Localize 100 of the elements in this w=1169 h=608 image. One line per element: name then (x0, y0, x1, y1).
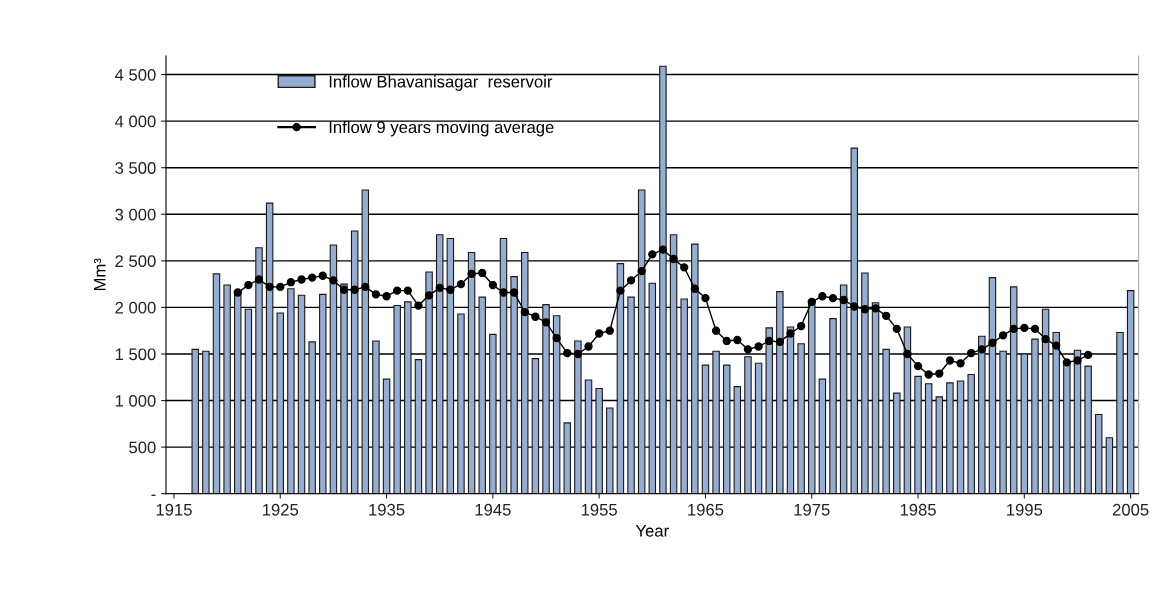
bar (893, 392, 901, 494)
bar (659, 65, 667, 494)
bar (499, 237, 508, 494)
bar (552, 315, 561, 494)
bar (956, 380, 965, 494)
bar (255, 247, 263, 494)
x-tick-label: 1945 (475, 503, 511, 516)
bar (850, 147, 859, 494)
bar (531, 358, 540, 494)
bar (627, 296, 635, 494)
legend-label: Inflow 9 years moving average (329, 120, 554, 137)
bar (1031, 338, 1039, 494)
bar (319, 293, 327, 494)
y-tick-label: 3 000 (115, 208, 156, 221)
bar (393, 304, 401, 494)
bar (999, 350, 1007, 494)
y-tick-label: 2 000 (115, 301, 156, 314)
bar (882, 348, 890, 494)
x-tick-label: 1965 (688, 503, 724, 516)
bar (988, 277, 997, 494)
x-axis-title: Year (635, 525, 669, 537)
bar (680, 298, 688, 494)
bar (361, 189, 370, 494)
bar (946, 382, 954, 494)
bar (563, 422, 572, 494)
bar (1095, 413, 1103, 494)
bar (1084, 365, 1092, 494)
bar (871, 302, 880, 494)
bar (722, 364, 731, 494)
y-tick-label: 2 500 (115, 255, 156, 268)
bar (202, 350, 210, 494)
bar (425, 271, 433, 494)
bar (616, 263, 625, 494)
bar (839, 284, 848, 494)
bar (754, 362, 763, 494)
y-tick-label: - (151, 494, 156, 496)
bar (542, 304, 550, 494)
x-tick-label: 1975 (794, 503, 830, 516)
bar (457, 313, 465, 494)
x-tick-label: 1915 (156, 503, 192, 516)
bar (212, 273, 221, 494)
bar (1009, 286, 1018, 494)
bar (691, 243, 699, 494)
bar (648, 282, 657, 494)
x-tick-label: 1985 (900, 503, 936, 516)
bar (786, 326, 795, 494)
y-tick-label: 4 000 (114, 115, 156, 128)
bar (637, 189, 646, 494)
bar (776, 291, 784, 494)
bar (765, 327, 773, 494)
bar (818, 378, 827, 494)
bar (521, 251, 529, 494)
bar (861, 272, 869, 494)
bar (924, 383, 933, 494)
bar (350, 230, 359, 494)
bar (191, 348, 199, 494)
bar (223, 284, 231, 494)
bar (903, 326, 912, 494)
y-tick-label: 1 000 (115, 394, 156, 407)
bar (829, 318, 837, 494)
x-tick-label: 1995 (1007, 503, 1043, 516)
bar (478, 296, 486, 494)
legend-label: Inflow Bhavanisagar reservoir (329, 75, 553, 91)
x-tick-label: 2005 (1112, 503, 1149, 516)
bar (935, 396, 944, 494)
bar (414, 359, 423, 494)
bar (404, 301, 412, 494)
bar (308, 341, 316, 494)
bar (340, 283, 348, 494)
bar (712, 350, 720, 494)
bar (978, 335, 986, 494)
bar (435, 234, 444, 494)
bar (574, 340, 582, 494)
y-tick-label: 1 500 (115, 348, 156, 361)
x-tick-label: 1955 (581, 503, 617, 516)
bar (1041, 308, 1050, 494)
bar (606, 407, 614, 494)
bar (1052, 332, 1060, 494)
bar (967, 373, 975, 494)
bar (329, 244, 338, 494)
bar (265, 202, 274, 494)
bar (467, 251, 476, 494)
y-tick-label: 4 500 (114, 68, 156, 81)
y-tick-label: 3 500 (115, 162, 156, 174)
bar (1116, 332, 1124, 494)
bar (372, 340, 380, 494)
y-tick-label: 500 (129, 441, 156, 454)
bar (733, 386, 742, 494)
bar (297, 294, 306, 494)
bar (510, 276, 518, 494)
bar (244, 308, 253, 494)
bar (797, 343, 805, 494)
bar (1073, 349, 1082, 494)
x-tick-label: 1925 (263, 503, 299, 516)
x-tick-label: 1935 (369, 503, 405, 516)
bar (446, 237, 455, 494)
y-axis-title: Mm³ (93, 258, 106, 291)
bar (669, 234, 678, 494)
bar (584, 379, 593, 494)
bar (1105, 437, 1114, 494)
